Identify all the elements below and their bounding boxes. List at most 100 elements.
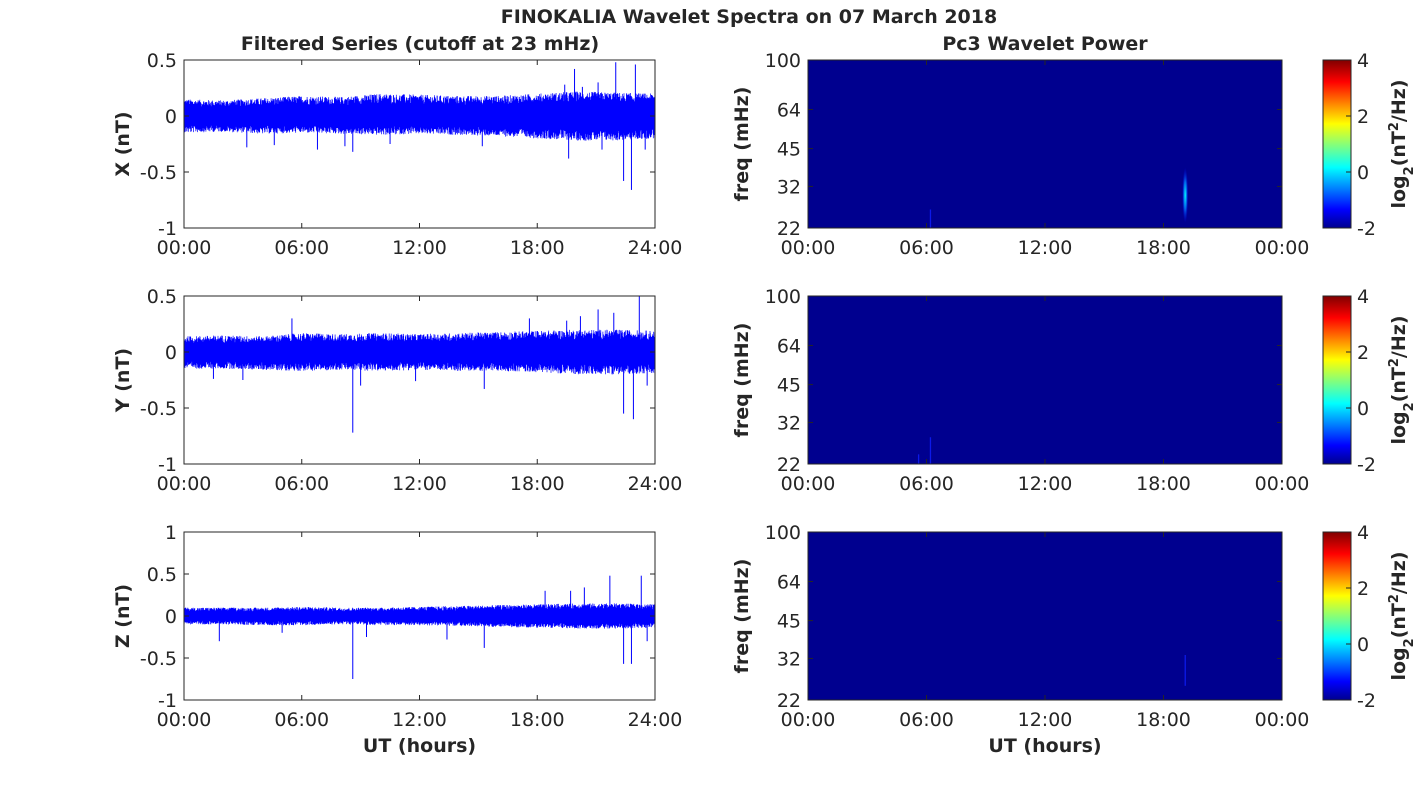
colorbar-tick-label: -2 (1357, 218, 1376, 240)
y-tick-label: 100 (765, 522, 801, 544)
colorbar-scale (1322, 59, 1352, 229)
y-axis-label: Z (nT) (112, 584, 134, 648)
y-tick-label: -1 (158, 690, 177, 712)
y-tick-label: 0.5 (147, 564, 177, 586)
x-tick-label: 18:00 (1136, 709, 1191, 731)
colorbar-tick-label: 4 (1357, 286, 1369, 308)
colorbar-tick-label: 0 (1357, 162, 1369, 184)
y-axis-label: freq (mHz) (731, 323, 753, 438)
y-axis-label: Y (nT) (112, 348, 134, 413)
signal-trace (183, 603, 656, 629)
y-tick-label: 0 (165, 606, 177, 628)
colorbar-scale (1322, 531, 1352, 701)
colorbar-label-part: 2 (1387, 122, 1402, 131)
y-tick-label: 22 (777, 218, 801, 240)
x-tick-label: 12:00 (1018, 709, 1073, 731)
x-tick-label: 00:00 (1255, 237, 1310, 259)
colorbar-tick-label: 2 (1357, 578, 1369, 600)
y-tick-label: 22 (777, 454, 801, 476)
colorbar-tick-label: 0 (1357, 634, 1369, 656)
signal-trace (183, 329, 656, 375)
y-tick-label: 0.5 (147, 50, 177, 72)
y-tick-label: 32 (777, 648, 801, 670)
x-tick-label: 18:00 (1136, 473, 1191, 495)
y-tick-label: 22 (777, 690, 801, 712)
y-tick-label: 32 (777, 412, 801, 434)
x-tick-label: 18:00 (1136, 237, 1191, 259)
x-axis-label: UT (hours) (988, 735, 1101, 757)
colorbar-label-part: log (1388, 647, 1410, 680)
y-tick-label: 45 (777, 611, 801, 633)
x-tick-label: 06:00 (274, 237, 329, 259)
y-tick-label: -1 (158, 454, 177, 476)
colorbar-label: log2(nT2/Hz) (1387, 79, 1417, 208)
y-tick-label: 64 (777, 100, 801, 122)
colorbar-label-part: /Hz) (1388, 79, 1410, 122)
signal-trace (183, 91, 656, 141)
y-tick-label: -0.5 (140, 648, 177, 670)
x-tick-label: 00:00 (1255, 709, 1310, 731)
x-tick-label: 00:00 (781, 709, 836, 731)
colorbar-label-part: 2 (1387, 358, 1402, 367)
x-tick-label: 24:00 (628, 473, 683, 495)
x-tick-label: 06:00 (899, 709, 954, 731)
colorbar-label: log2(nT2/Hz) (1387, 315, 1417, 444)
x-tick-label: 06:00 (899, 473, 954, 495)
x-tick-label: 00:00 (1255, 473, 1310, 495)
y-tick-label: 64 (777, 572, 801, 594)
y-axis-label: X (nT) (112, 111, 134, 176)
power-panel-3: 00:00 06:00 12:00 18:00 00:0022324564100freq… (731, 522, 1417, 757)
x-tick-label: 18:00 (510, 473, 565, 495)
colorbar-tick-label: -2 (1357, 690, 1376, 712)
colorbar-label-part: (nT (1388, 603, 1410, 638)
colorbar-label-part: /Hz) (1388, 315, 1410, 358)
x-tick-label: 06:00 (274, 473, 329, 495)
right-column-title: Pc3 Wavelet Power (942, 33, 1148, 55)
y-tick-label: 45 (777, 139, 801, 161)
power-panel-2: 00:00 06:00 12:00 18:00 00:0022324564100freq… (731, 286, 1417, 495)
x-tick-label: 18:00 (510, 237, 565, 259)
x-tick-label: 12:00 (1018, 237, 1073, 259)
colorbar-label-part: (nT (1388, 131, 1410, 166)
y-axis-label: freq (mHz) (731, 87, 753, 202)
series-panel-3: 00:00 06:00 12:00 18:00 24:00 -1 -0.5 0 0.5 1 Z (n… (112, 522, 682, 757)
series-panel-1: 00:00 06:00 12:00 18:00 24:00 -1 -0.5 0 0.5 X (nT… (112, 50, 682, 259)
y-tick-label: 100 (765, 50, 801, 72)
x-tick-label: 12:00 (392, 709, 447, 731)
x-tick-label: 00:00 (781, 237, 836, 259)
colorbar-label-part: log (1388, 175, 1410, 208)
y-tick-label: -0.5 (140, 398, 177, 420)
x-tick-label: 00:00 (157, 473, 212, 495)
series-panel-2: 00:00 06:00 12:00 18:00 24:00 -1 -0.5 0 0.5 Y (nT… (112, 286, 682, 495)
colorbar-tick-label: 4 (1357, 50, 1369, 72)
x-tick-label: 18:00 (510, 709, 565, 731)
plot-area (184, 60, 655, 228)
y-tick-label: 64 (777, 336, 801, 358)
x-tick-label: 12:00 (1018, 473, 1073, 495)
y-axis-label: freq (mHz) (731, 559, 753, 674)
x-tick-label: 24:00 (628, 709, 683, 731)
figure-title: FINOKALIA Wavelet Spectra on 07 March 20… (501, 6, 997, 28)
y-tick-label: 100 (765, 286, 801, 308)
power-map (808, 532, 1282, 700)
y-tick-label: 0 (165, 342, 177, 364)
power-map (808, 296, 1282, 464)
x-tick-label: 06:00 (274, 709, 329, 731)
y-tick-label: 1 (165, 522, 177, 544)
colorbar-tick-label: 2 (1357, 342, 1369, 364)
x-tick-label: 12:00 (392, 473, 447, 495)
colorbar-label-part: 2 (1387, 594, 1402, 603)
y-tick-label: 45 (777, 375, 801, 397)
colorbar-scale (1322, 295, 1352, 465)
plot-area (184, 296, 655, 464)
left-column-title: Filtered Series (cutoff at 23 mHz) (241, 33, 599, 55)
colorbar-tick-label: 2 (1357, 106, 1369, 128)
y-tick-label: 32 (777, 176, 801, 198)
colorbar-label: log2(nT2/Hz) (1387, 551, 1417, 680)
x-tick-label: 06:00 (899, 237, 954, 259)
y-tick-label: 0.5 (147, 286, 177, 308)
x-tick-label: 00:00 (781, 473, 836, 495)
